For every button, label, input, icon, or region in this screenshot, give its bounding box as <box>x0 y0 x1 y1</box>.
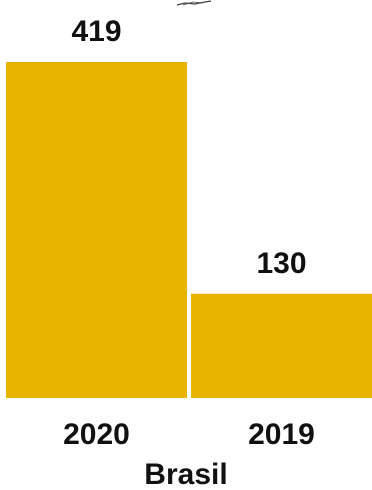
value-labels-layer: 419 130 <box>71 15 306 280</box>
bar-2020 <box>6 62 187 398</box>
category-label-2020: 2020 <box>63 418 130 451</box>
category-label-2019: 2019 <box>248 418 315 451</box>
category-labels-layer: 2020 2019 <box>63 418 315 451</box>
bars-layer <box>6 62 372 398</box>
bar-2019 <box>191 293 372 398</box>
value-label-2019: 130 <box>256 247 306 280</box>
value-label-2020: 419 <box>71 15 121 48</box>
decorative-mark <box>176 0 212 6</box>
group-label: Brasil <box>144 458 227 490</box>
